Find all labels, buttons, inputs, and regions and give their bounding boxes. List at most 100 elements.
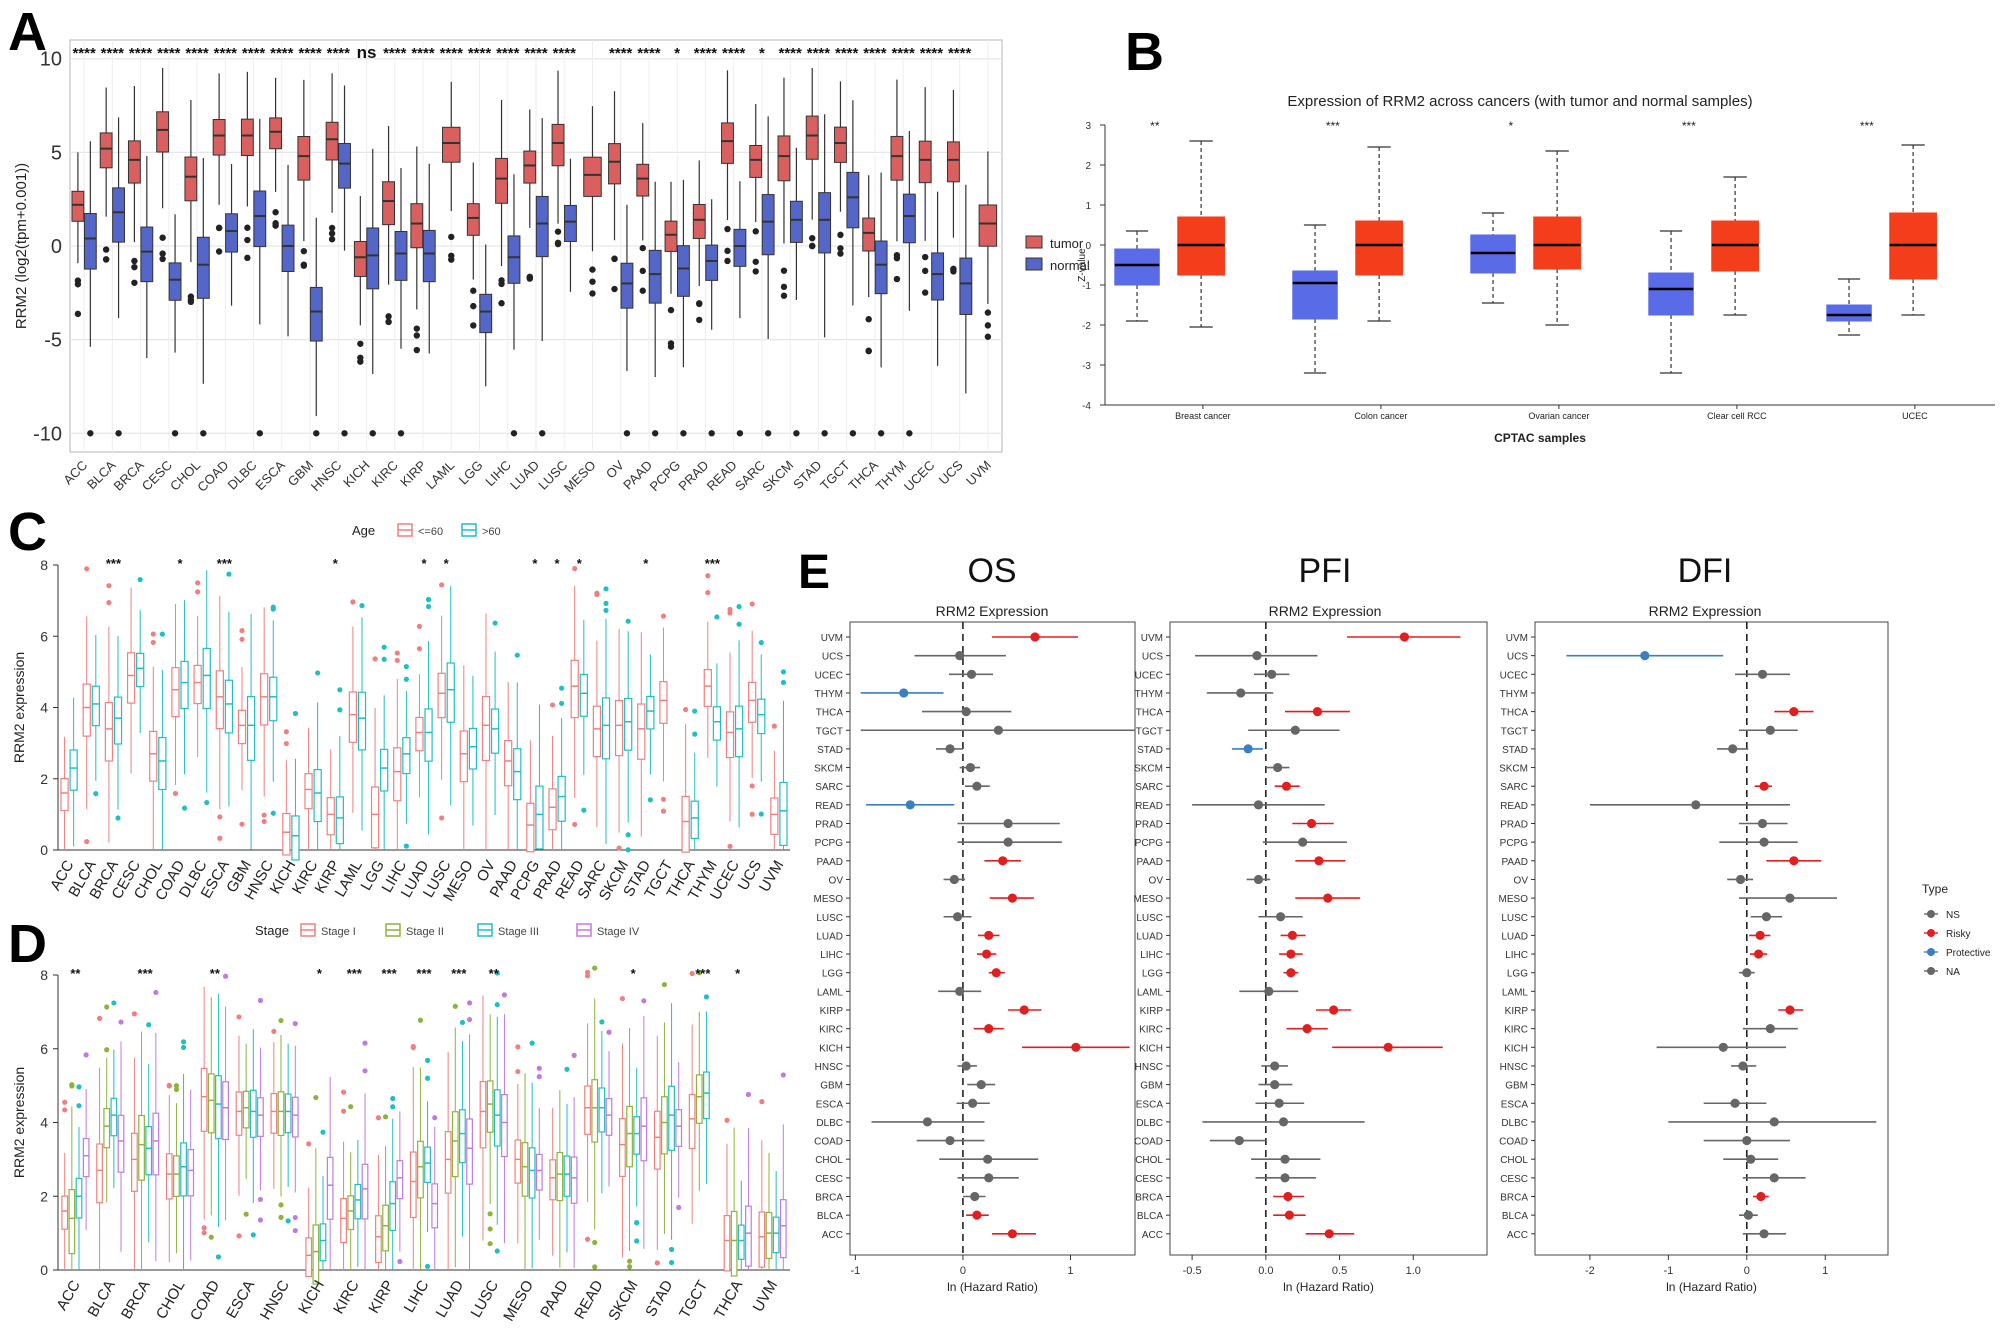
- panel-d-box-MESO-box: [514, 1139, 522, 1184]
- panel-c-box-PAAD-box: [504, 740, 513, 787]
- panel-d-box-LIHC-box: [417, 1140, 424, 1199]
- panel-e-os-point-esca: [968, 1098, 978, 1108]
- panel-d-ylabel: RRM2 expression: [11, 1067, 27, 1178]
- panel-a-tumor-PRAD-box: [692, 204, 706, 239]
- panel-d-outlier: [424, 1075, 431, 1081]
- panel-e-pfi-ytick-label: ACC: [1142, 1230, 1163, 1241]
- panel-d-outlier: [424, 1263, 431, 1269]
- panel-d-outlier: [592, 965, 598, 971]
- panel-a-significance: *: [674, 45, 680, 62]
- panel-c-outlier: [736, 621, 742, 627]
- panel-c-legend-label: <=60: [418, 526, 443, 538]
- panel-a-tumor-STAD-box: [805, 115, 819, 160]
- panel-e-dfi-point-chol: [1746, 1154, 1756, 1164]
- panel-d-outlier: [257, 997, 264, 1004]
- panel-c-box-SKCM-box: [624, 697, 633, 751]
- panel-a-significance: ****: [383, 45, 407, 62]
- panel-e-os-ytick-label: LIHC: [820, 950, 843, 961]
- panel-d-outlier: [592, 1239, 598, 1246]
- panel-d-stage-boxplot: D 0 2 4 6 8 RRM2 expression Stage Stage I Stage I…: [8, 914, 790, 1324]
- panel-e-pfi-point-ucs: [1252, 651, 1262, 661]
- panel-d-outlier: [592, 1264, 598, 1270]
- panel-c-significance: ***: [106, 556, 122, 571]
- panel-e-pfi-ytick-label: MESO: [1134, 894, 1164, 905]
- panel-c-box-SARC-box: [592, 705, 602, 758]
- panel-e-pfi-point-kirp: [1329, 1005, 1339, 1015]
- panel-e-legend-dot: [1927, 929, 1935, 937]
- panel-a-ytick-label: 5: [51, 142, 62, 164]
- panel-e-pfi-frame: [1169, 621, 1488, 1256]
- panel-e-os-ytick-label: UCS: [822, 652, 843, 663]
- panel-a-outlier: [470, 302, 477, 310]
- panel-e-dfi-point-kirp: [1785, 1005, 1795, 1015]
- panel-a-outlier: [611, 285, 618, 293]
- panel-a-outlier: [921, 267, 929, 275]
- panel-c-box-BLCA-box: [82, 683, 91, 737]
- panel-d-box-LUAD-box: [459, 1109, 466, 1164]
- panel-d-box-KIRC-box: [347, 1195, 355, 1231]
- panel-a-tumor-LUAD-box: [523, 150, 537, 184]
- panel-c-significance: *: [333, 556, 339, 571]
- panel-e-os-point-sarc: [972, 781, 982, 791]
- panel-e-pfi-ytick-label: COAD: [1134, 1137, 1163, 1148]
- panel-c-outlier: [647, 797, 653, 803]
- panel-a-normal-CESC-box: [168, 262, 182, 301]
- panel-d-box-SKCM-box: [619, 1118, 626, 1178]
- panel-e-dfi-ytick-label: SARC: [1500, 782, 1528, 793]
- panel-a-ytick-label: 0: [51, 236, 62, 258]
- panel-e-pfi-point-laml: [1264, 986, 1274, 996]
- panel-a-outlier: [448, 233, 455, 241]
- panel-c-box-STAD-box: [646, 695, 655, 730]
- panel-a-normal-KICH-box: [366, 227, 380, 290]
- panel-a-significance: ****: [891, 45, 915, 62]
- panel-b-ytick-label: 1: [1085, 201, 1091, 212]
- panel-d-box-STAD-box: [661, 1096, 668, 1155]
- panel-c-outlier: [603, 607, 609, 613]
- panel-e-dfi-ytick-label: ACC: [1507, 1230, 1528, 1241]
- panel-e-dfi-ytick-label: PAAD: [1502, 857, 1529, 868]
- panel-a-outlier: [837, 250, 844, 257]
- panel-c-box-OV-box: [481, 695, 491, 762]
- panel-a-tumor-KICH-box: [353, 241, 367, 277]
- panel-c-box-LAML-box: [357, 691, 367, 751]
- panel-c-box-KICH-box: [282, 812, 291, 856]
- panel-a-significance: ****: [553, 45, 577, 62]
- panel-c-box-ACC-box: [69, 749, 78, 791]
- panel-a-significance: ****: [72, 45, 96, 62]
- panel-d-box-CHOL-box: [173, 1155, 180, 1198]
- panel-c-box-PCPG-box: [535, 785, 544, 850]
- panel-d-box-TGCT-box: [695, 1074, 703, 1124]
- panel-a-outlier: [102, 256, 110, 263]
- panel-e-pfi-ytick-label: BRCA: [1135, 1193, 1163, 1204]
- panel-e-pfi-point-blca: [1284, 1210, 1295, 1220]
- panel-e-pfi-ytick-label: KIRC: [1139, 1025, 1163, 1036]
- panel-e-dfi-point-paad: [1789, 856, 1799, 866]
- panel-e-pfi-point-dlbc: [1278, 1117, 1289, 1127]
- panel-e-os-ytick-label: BLCA: [817, 1211, 843, 1222]
- panel-a-outlier: [87, 430, 94, 437]
- panel-d-outlier: [606, 1029, 612, 1035]
- panel-e-pfi-point-pcpg: [1298, 837, 1308, 847]
- panel-a-outlier: [921, 253, 929, 261]
- panel-a-significance: ****: [722, 45, 746, 62]
- panel-a-normal-THCA-box: [874, 240, 888, 295]
- panel-c-outlier: [625, 847, 631, 853]
- panel-d-ytick-label: 2: [40, 1188, 48, 1204]
- panel-c-outlier: [150, 631, 156, 637]
- panel-c-outlier: [780, 679, 787, 686]
- panel-e-pfi-ytick-label: HNSC: [1135, 1062, 1163, 1073]
- panel-e-dfi-point-tgct: [1765, 725, 1775, 735]
- panel-e-pfi-ytick-label: LUSC: [1136, 913, 1163, 924]
- panel-c-box-LUAD-box: [415, 716, 424, 752]
- panel-e-os-ytick-label: THYM: [815, 689, 843, 700]
- panel-a-normal-READ-box: [733, 228, 747, 267]
- panel-a-normal-KIRP-box: [422, 229, 436, 283]
- panel-e-pfi-point-luad: [1287, 930, 1297, 941]
- panel-e-dfi-point-esca: [1730, 1098, 1740, 1108]
- panel-d-box-KIRC-box: [361, 1163, 369, 1220]
- panel-d-outlier: [320, 1129, 326, 1135]
- panel-a-legend-swatch: [1025, 235, 1043, 249]
- panel-d-outlier: [494, 1002, 500, 1008]
- panel-e-os-point-cesc: [984, 1173, 994, 1183]
- panel-a-outlier: [837, 231, 844, 239]
